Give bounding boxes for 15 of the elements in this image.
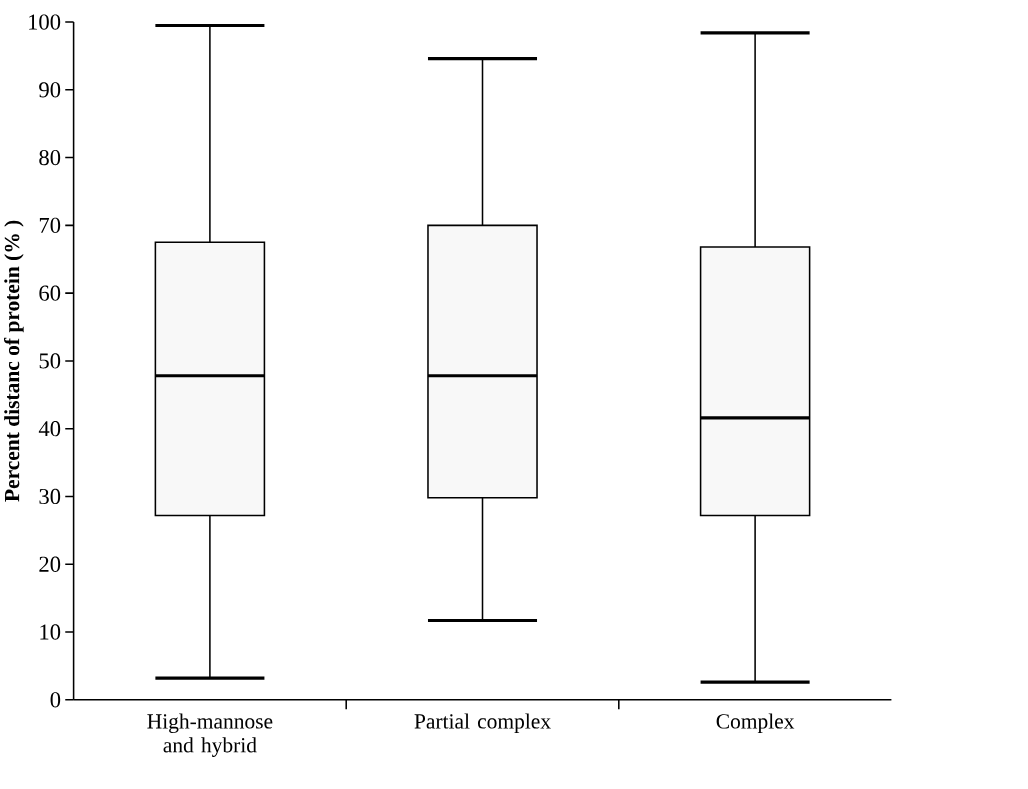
y-tick-label: 30: [39, 488, 61, 505]
y-tick-label: 90: [39, 82, 61, 98]
x-tick-label: High-mannose and hybrid: [147, 713, 273, 757]
y-tick-label: 100: [29, 14, 61, 30]
x-tick-label: Complex: [716, 713, 795, 733]
x-tick-label: Partial complex: [414, 713, 551, 733]
y-tick-label: 10: [40, 624, 61, 640]
y-tick-label: 20: [39, 556, 61, 572]
y-tick-label: 0: [50, 692, 61, 708]
y-tick-label: 80: [39, 149, 61, 166]
y-tick-label: 70: [39, 217, 61, 233]
y-axis-title: Percent distanc of protein (% ): [3, 220, 24, 502]
y-tick-label: 60: [39, 285, 61, 301]
y-tick-label: 40: [38, 420, 61, 437]
y-tick-label: 50: [39, 353, 61, 369]
